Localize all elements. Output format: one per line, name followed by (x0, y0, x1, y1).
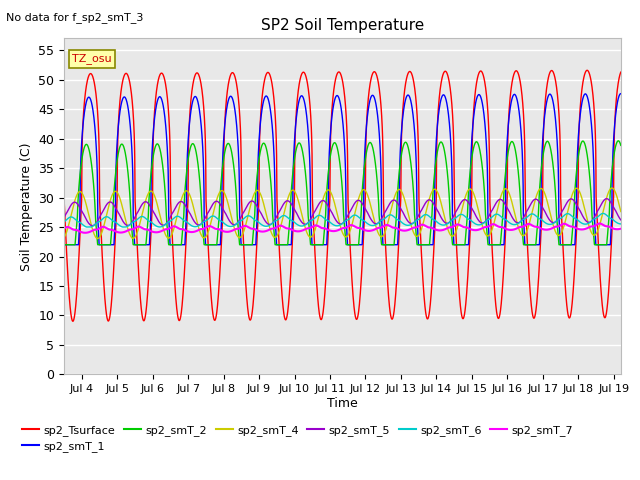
sp2_smT_7 (546, 226, 554, 232)
sp2_smT_6 (274, 217, 282, 223)
sp2_smT_6 (60, 219, 68, 225)
sp2_smT_4 (606, 186, 614, 192)
sp2_smT_2 (124, 166, 131, 171)
sp2_Tsurface (124, 72, 132, 78)
sp2_smT_2 (274, 242, 282, 248)
Line: sp2_smT_6: sp2_smT_6 (64, 214, 621, 227)
Y-axis label: Soil Temperature (C): Soil Temperature (C) (20, 142, 33, 271)
sp2_smT_2 (614, 138, 622, 144)
sp2_smT_5 (60, 215, 68, 221)
sp2_smT_7 (157, 228, 164, 234)
sp2_smT_5 (603, 196, 611, 202)
sp2_smT_7 (606, 225, 614, 230)
sp2_smT_5 (157, 221, 164, 227)
sp2_smT_2 (60, 242, 68, 248)
sp2_smT_2 (298, 145, 305, 151)
sp2_Tsurface (617, 69, 625, 75)
sp2_smT_2 (157, 149, 164, 155)
sp2_smT_2 (617, 143, 625, 148)
sp2_smT_5 (617, 217, 625, 223)
sp2_smT_7 (124, 228, 132, 233)
sp2_smT_1 (60, 242, 68, 248)
sp2_smT_1 (606, 242, 614, 248)
sp2_smT_1 (298, 93, 305, 99)
sp2_smT_4 (124, 225, 132, 231)
sp2_smT_6 (599, 211, 607, 216)
Line: sp2_smT_1: sp2_smT_1 (64, 94, 621, 245)
Line: sp2_smT_4: sp2_smT_4 (64, 188, 621, 239)
sp2_Tsurface (60, 195, 68, 201)
sp2_smT_2 (606, 197, 614, 203)
Line: sp2_smT_2: sp2_smT_2 (64, 141, 621, 245)
sp2_smT_7 (274, 224, 282, 229)
sp2_smT_4 (94, 236, 102, 241)
sp2_smT_5 (88, 223, 96, 228)
sp2_Tsurface (298, 71, 306, 77)
sp2_smT_5 (124, 223, 132, 228)
sp2_Tsurface (69, 318, 77, 324)
sp2_smT_6 (157, 224, 164, 230)
sp2_smT_4 (274, 232, 282, 238)
Line: sp2_smT_7: sp2_smT_7 (64, 224, 621, 233)
sp2_Tsurface (274, 213, 282, 219)
Title: SP2 Soil Temperature: SP2 Soil Temperature (260, 18, 424, 33)
X-axis label: Time: Time (327, 397, 358, 410)
sp2_smT_7 (298, 228, 306, 234)
Line: sp2_smT_5: sp2_smT_5 (64, 199, 621, 226)
sp2_smT_7 (617, 226, 625, 231)
Line: sp2_Tsurface: sp2_Tsurface (64, 70, 621, 321)
sp2_smT_7 (60, 226, 68, 231)
sp2_smT_4 (546, 210, 554, 216)
Text: TZ_osu: TZ_osu (72, 53, 112, 64)
sp2_smT_4 (617, 209, 625, 215)
Legend: sp2_Tsurface, sp2_smT_1, sp2_smT_2, sp2_smT_4, sp2_smT_5, sp2_smT_6, sp2_smT_7: sp2_Tsurface, sp2_smT_1, sp2_smT_2, sp2_… (18, 420, 578, 456)
sp2_smT_5 (298, 219, 306, 225)
sp2_smT_4 (298, 212, 306, 217)
sp2_smT_6 (546, 221, 554, 227)
Text: No data for f_sp2_smT_3: No data for f_sp2_smT_3 (6, 12, 144, 23)
sp2_smT_2 (546, 143, 554, 149)
sp2_Tsurface (606, 263, 614, 268)
sp2_smT_4 (608, 185, 616, 191)
sp2_smT_6 (124, 223, 132, 229)
sp2_Tsurface (583, 67, 591, 73)
sp2_smT_4 (60, 235, 68, 240)
sp2_smT_1 (546, 91, 554, 97)
sp2_smT_6 (606, 216, 614, 221)
sp2_smT_1 (274, 242, 282, 248)
sp2_smT_6 (83, 224, 90, 230)
sp2_smT_7 (596, 221, 604, 227)
sp2_smT_1 (157, 94, 164, 100)
sp2_smT_5 (274, 212, 282, 217)
sp2_Tsurface (546, 69, 554, 75)
sp2_smT_1 (617, 91, 625, 96)
sp2_smT_5 (606, 199, 614, 204)
sp2_smT_1 (124, 102, 131, 108)
sp2_smT_6 (617, 221, 625, 227)
sp2_smT_7 (81, 230, 89, 236)
sp2_smT_5 (546, 218, 554, 224)
sp2_smT_6 (298, 223, 306, 229)
sp2_smT_4 (157, 216, 164, 222)
sp2_Tsurface (157, 71, 164, 76)
